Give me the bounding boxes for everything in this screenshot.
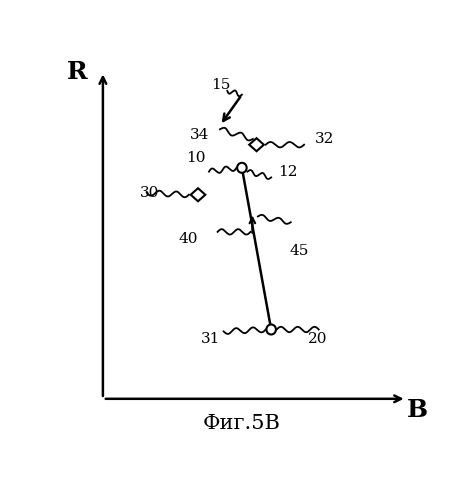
Text: 12: 12 [278, 164, 298, 178]
Text: 20: 20 [308, 332, 327, 346]
Circle shape [266, 324, 276, 334]
Text: 10: 10 [186, 151, 205, 165]
Text: 31: 31 [201, 332, 220, 346]
Text: 40: 40 [178, 232, 198, 246]
Text: R: R [67, 60, 88, 84]
Text: B: B [407, 398, 428, 422]
Text: 30: 30 [140, 186, 159, 200]
Text: Фиг.5В: Фиг.5В [203, 414, 281, 434]
Text: 34: 34 [190, 128, 209, 142]
Text: 15: 15 [211, 78, 231, 92]
Circle shape [237, 163, 247, 173]
Text: 32: 32 [315, 132, 335, 146]
Polygon shape [191, 188, 205, 202]
Polygon shape [249, 138, 264, 151]
Text: 45: 45 [289, 244, 309, 258]
